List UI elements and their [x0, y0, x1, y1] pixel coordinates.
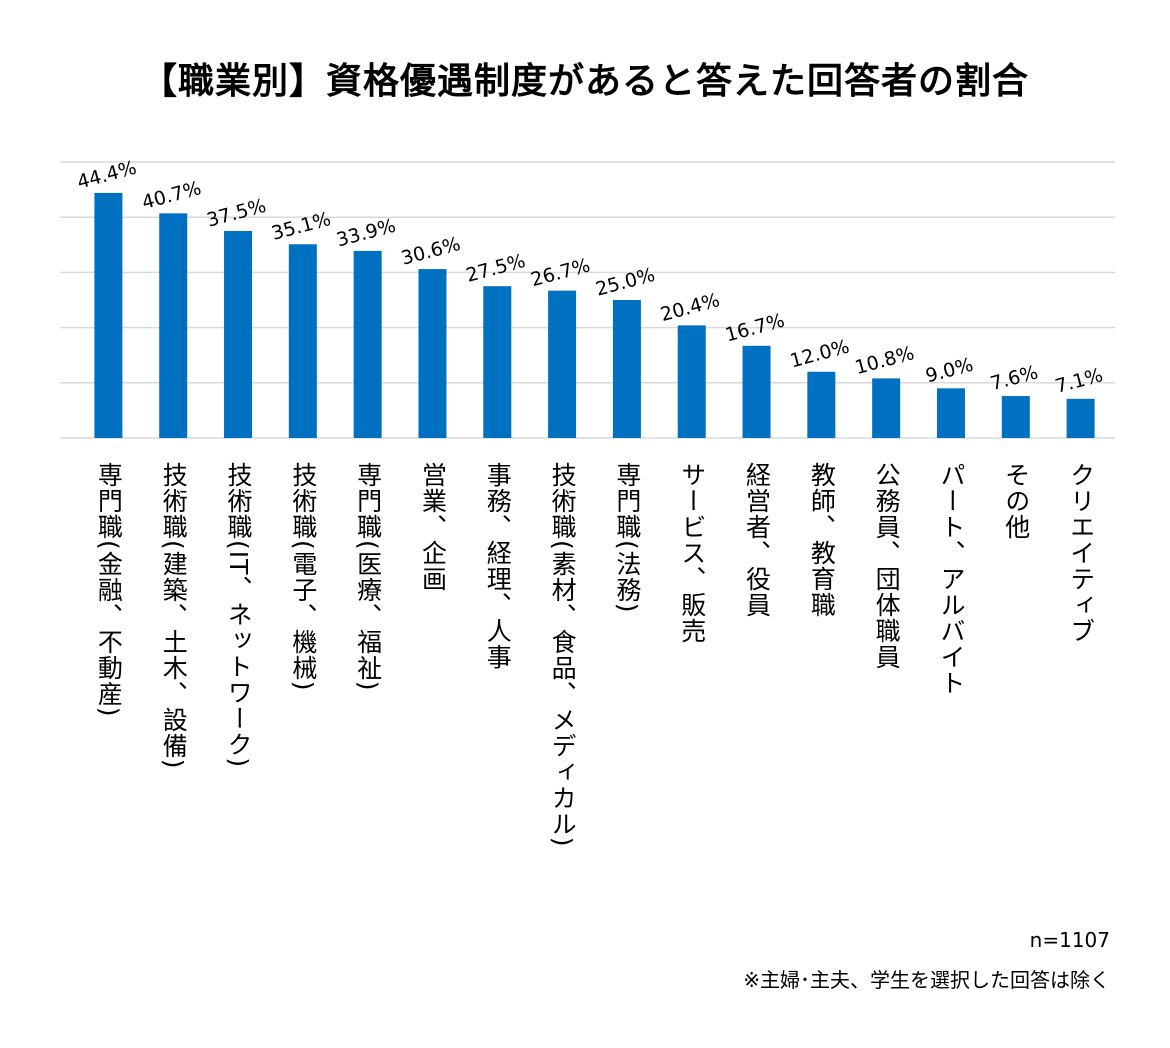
data-label: 33.9%	[334, 215, 398, 252]
category-label: 事務、経理、人事	[483, 462, 513, 670]
data-label: 25.0%	[593, 264, 657, 301]
data-label: 35.1%	[269, 208, 333, 245]
category-label: 技術職(素材、食品、メディカル)	[548, 462, 578, 848]
bar	[548, 290, 577, 438]
bar	[159, 213, 188, 438]
data-label: 12.0%	[788, 336, 852, 373]
bar	[807, 371, 836, 438]
bar	[612, 300, 641, 438]
category-label: 経営者、役員	[742, 462, 772, 618]
data-label: 20.4%	[658, 289, 722, 326]
data-label: 40.7%	[140, 177, 204, 214]
data-label: 10.8%	[853, 342, 917, 379]
bar	[1066, 398, 1095, 438]
category-label: その他	[1001, 462, 1031, 540]
category-label: パート、アルバイト	[936, 462, 966, 696]
data-label: 16.7%	[723, 310, 787, 347]
category-label: 技術職(IT、ネットワーク)	[224, 462, 254, 769]
bar	[94, 192, 123, 438]
bar	[418, 269, 447, 438]
data-label: 30.6%	[399, 233, 463, 270]
bar	[224, 231, 253, 438]
bar	[353, 250, 382, 438]
category-label: 公務員、団体職員	[872, 462, 902, 670]
data-label: 26.7%	[529, 254, 593, 291]
category-label: 専門職(医療、福祉)	[353, 462, 383, 692]
category-label: 専門職(金融、不動産)	[94, 462, 124, 718]
data-label: 7.1%	[1053, 364, 1105, 398]
category-label: 専門職(法務)	[612, 462, 642, 614]
chart-title: 【職業別】資格優遇制度があると答えた回答者の割合	[140, 61, 1029, 102]
category-label: 技術職(建築、土木、設備)	[159, 462, 189, 770]
category-label: 教師、教育職	[807, 462, 837, 618]
bar	[742, 345, 771, 438]
bar	[677, 325, 706, 438]
bar	[483, 286, 512, 438]
sample-size: n=1107	[1029, 928, 1110, 952]
data-label: 27.5%	[464, 250, 528, 287]
category-label: 営業、企画	[418, 462, 448, 592]
data-label: 37.5%	[204, 195, 268, 232]
category-label: クリエイティブ	[1066, 462, 1096, 644]
category-label: サービス、販売	[677, 462, 707, 644]
bar	[936, 388, 965, 438]
bar	[288, 244, 317, 438]
footnote: ※主婦･主夫、学生を選択した回答は除く	[743, 968, 1110, 992]
category-label: 技術職(電子、機械)	[288, 462, 318, 692]
bar	[872, 378, 901, 438]
data-label: 7.6%	[988, 361, 1040, 395]
bar	[1001, 396, 1030, 438]
